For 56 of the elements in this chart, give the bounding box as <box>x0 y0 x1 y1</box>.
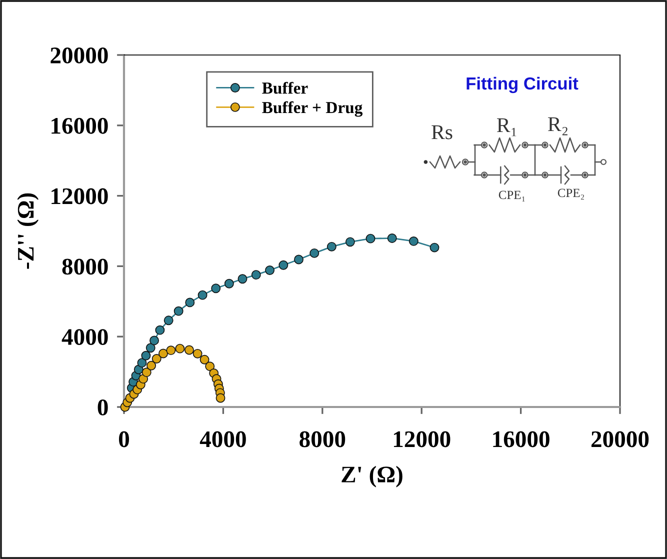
annotation: CPE₁ <box>498 190 525 202</box>
point <box>142 368 152 378</box>
point <box>238 274 248 284</box>
annotation: CPE₂ <box>558 188 584 200</box>
y-axis-title: -Z'' (Ω) <box>17 193 39 269</box>
y-tick-label: 0 <box>98 399 108 416</box>
point <box>310 248 320 258</box>
point <box>251 270 261 280</box>
point <box>198 290 208 300</box>
point <box>175 344 185 354</box>
point <box>174 306 184 316</box>
y-tick-label: 16000 <box>52 118 108 134</box>
point <box>137 358 147 368</box>
point <box>150 336 159 346</box>
point <box>158 348 168 358</box>
point <box>146 360 156 370</box>
point <box>184 345 194 355</box>
point <box>166 346 176 356</box>
x-tick-label: 12000 <box>394 431 450 448</box>
x-tick-label: 20000 <box>591 431 649 448</box>
annotation: Rs <box>432 125 452 140</box>
legend-label: Buffer <box>262 82 308 94</box>
point <box>155 325 165 335</box>
y-tick-label: 4000 <box>62 329 108 346</box>
point <box>265 266 274 275</box>
x-tick-label: 8000 <box>300 431 346 448</box>
y-tick-label: 20000 <box>50 47 108 64</box>
point <box>224 278 234 288</box>
point <box>164 316 174 326</box>
point <box>345 237 355 247</box>
point <box>278 260 288 270</box>
point <box>205 362 215 372</box>
point <box>211 284 221 294</box>
point <box>387 233 397 243</box>
x-tick-label: 0 <box>118 431 130 448</box>
point <box>141 350 151 360</box>
point <box>326 242 336 252</box>
annotation: Fitting Circuit <box>466 76 578 94</box>
x-tick-label: 16000 <box>493 431 550 448</box>
y-tick-label: 8000 <box>62 258 108 275</box>
point <box>430 242 440 252</box>
y-tick-label: 12000 <box>52 188 108 204</box>
point <box>146 343 156 353</box>
point <box>294 254 304 264</box>
legend-label: Buffer + Drug <box>262 101 363 117</box>
annotation: R₁ <box>497 118 516 136</box>
point <box>185 298 195 308</box>
point <box>366 234 376 244</box>
point <box>192 348 202 358</box>
x-tick-label: 4000 <box>200 431 246 448</box>
point <box>152 354 162 364</box>
point <box>216 393 226 403</box>
point <box>408 236 418 246</box>
annotation: R₂ <box>548 117 568 136</box>
point <box>200 354 210 364</box>
x-axis-title: Z' (Ω) <box>342 466 402 488</box>
